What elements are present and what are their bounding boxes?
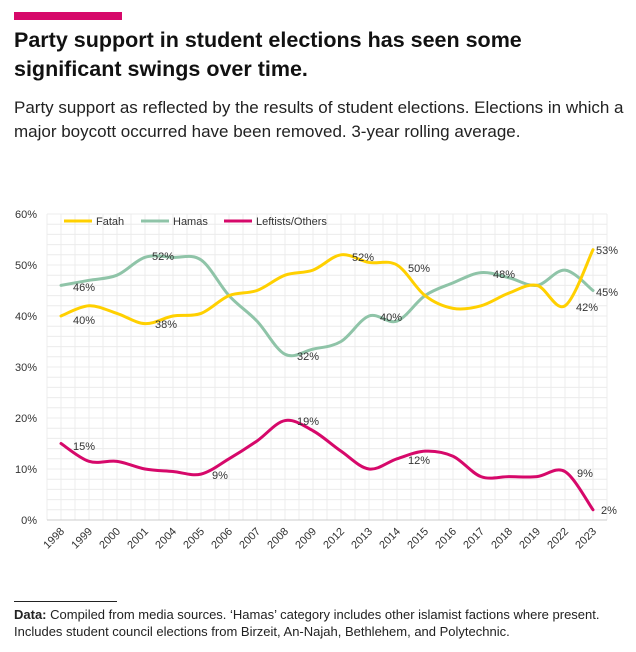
- x-tick-label: 2009: [293, 526, 319, 552]
- data-label: 32%: [297, 351, 319, 363]
- y-tick-label: 30%: [15, 362, 37, 374]
- x-tick-label: 2006: [209, 526, 235, 552]
- x-tick-label: 2014: [377, 526, 403, 552]
- data-label: 48%: [493, 269, 515, 281]
- x-tick-label: 2004: [153, 526, 179, 552]
- x-tick-label: 2015: [405, 526, 431, 552]
- y-tick-label: 10%: [15, 464, 37, 476]
- data-label: 46%: [73, 282, 95, 294]
- series-line-fatah: [59, 248, 595, 326]
- data-label: 15%: [73, 441, 95, 453]
- data-label: 40%: [380, 312, 402, 324]
- data-label: 9%: [212, 470, 228, 482]
- series-line-hamas: [59, 254, 595, 358]
- x-tick-label: 2012: [321, 526, 347, 552]
- accent-bar: [14, 12, 122, 20]
- x-tick-label: 2016: [433, 526, 459, 552]
- chart-title: Party support in student elections has s…: [14, 28, 522, 81]
- x-tick-label: 1998: [41, 526, 67, 552]
- x-tick-label: 2019: [517, 526, 543, 552]
- data-label: 38%: [155, 319, 177, 331]
- legend-label: Fatah: [96, 216, 124, 228]
- footer-divider: [14, 601, 117, 602]
- legend-label: Leftists/Others: [256, 216, 327, 228]
- footer-data-label: Data:: [14, 607, 47, 622]
- x-tick-label: 2022: [545, 526, 571, 552]
- x-tick-label: 2018: [489, 526, 515, 552]
- x-tick-label: 2008: [265, 526, 291, 552]
- series-line-leftists-others: [59, 418, 595, 512]
- x-tick-label: 2017: [461, 526, 487, 552]
- legend-label: Hamas: [173, 216, 208, 228]
- data-label: 42%: [576, 302, 598, 314]
- data-label: 19%: [297, 416, 319, 428]
- x-tick-label: 2023: [573, 526, 599, 552]
- footer-text: Compiled from media sources. ‘Hamas’ cat…: [14, 607, 600, 639]
- x-tick-label: 2007: [237, 526, 263, 552]
- x-tick-label: 2001: [125, 526, 151, 552]
- data-label: 53%: [596, 245, 618, 257]
- data-label: 52%: [352, 252, 374, 264]
- y-tick-label: 20%: [15, 413, 37, 425]
- x-tick-label: 2013: [349, 526, 375, 552]
- y-tick-label: 50%: [15, 260, 37, 272]
- data-label: 12%: [408, 455, 430, 467]
- data-label: 40%: [73, 315, 95, 327]
- x-tick-label: 2000: [97, 526, 123, 552]
- data-label: 50%: [408, 263, 430, 275]
- y-tick-label: 0%: [21, 515, 37, 527]
- data-label: 52%: [152, 251, 174, 263]
- data-label: 2%: [601, 505, 617, 517]
- footer-note: Data: Compiled from media sources. ‘Hama…: [14, 606, 629, 640]
- x-tick-label: 2005: [181, 526, 207, 552]
- y-tick-label: 60%: [15, 209, 37, 221]
- line-chart: 0% 10% 20% 30% 40% 50% 60% 1998 1999 2000 2001 2004…: [15, 209, 618, 552]
- data-label: 9%: [577, 468, 593, 480]
- data-label: 45%: [596, 287, 618, 299]
- y-tick-label: 40%: [15, 311, 37, 323]
- x-tick-label: 1999: [69, 526, 95, 552]
- chart-subtitle: Party support as reflected by the result…: [14, 98, 624, 141]
